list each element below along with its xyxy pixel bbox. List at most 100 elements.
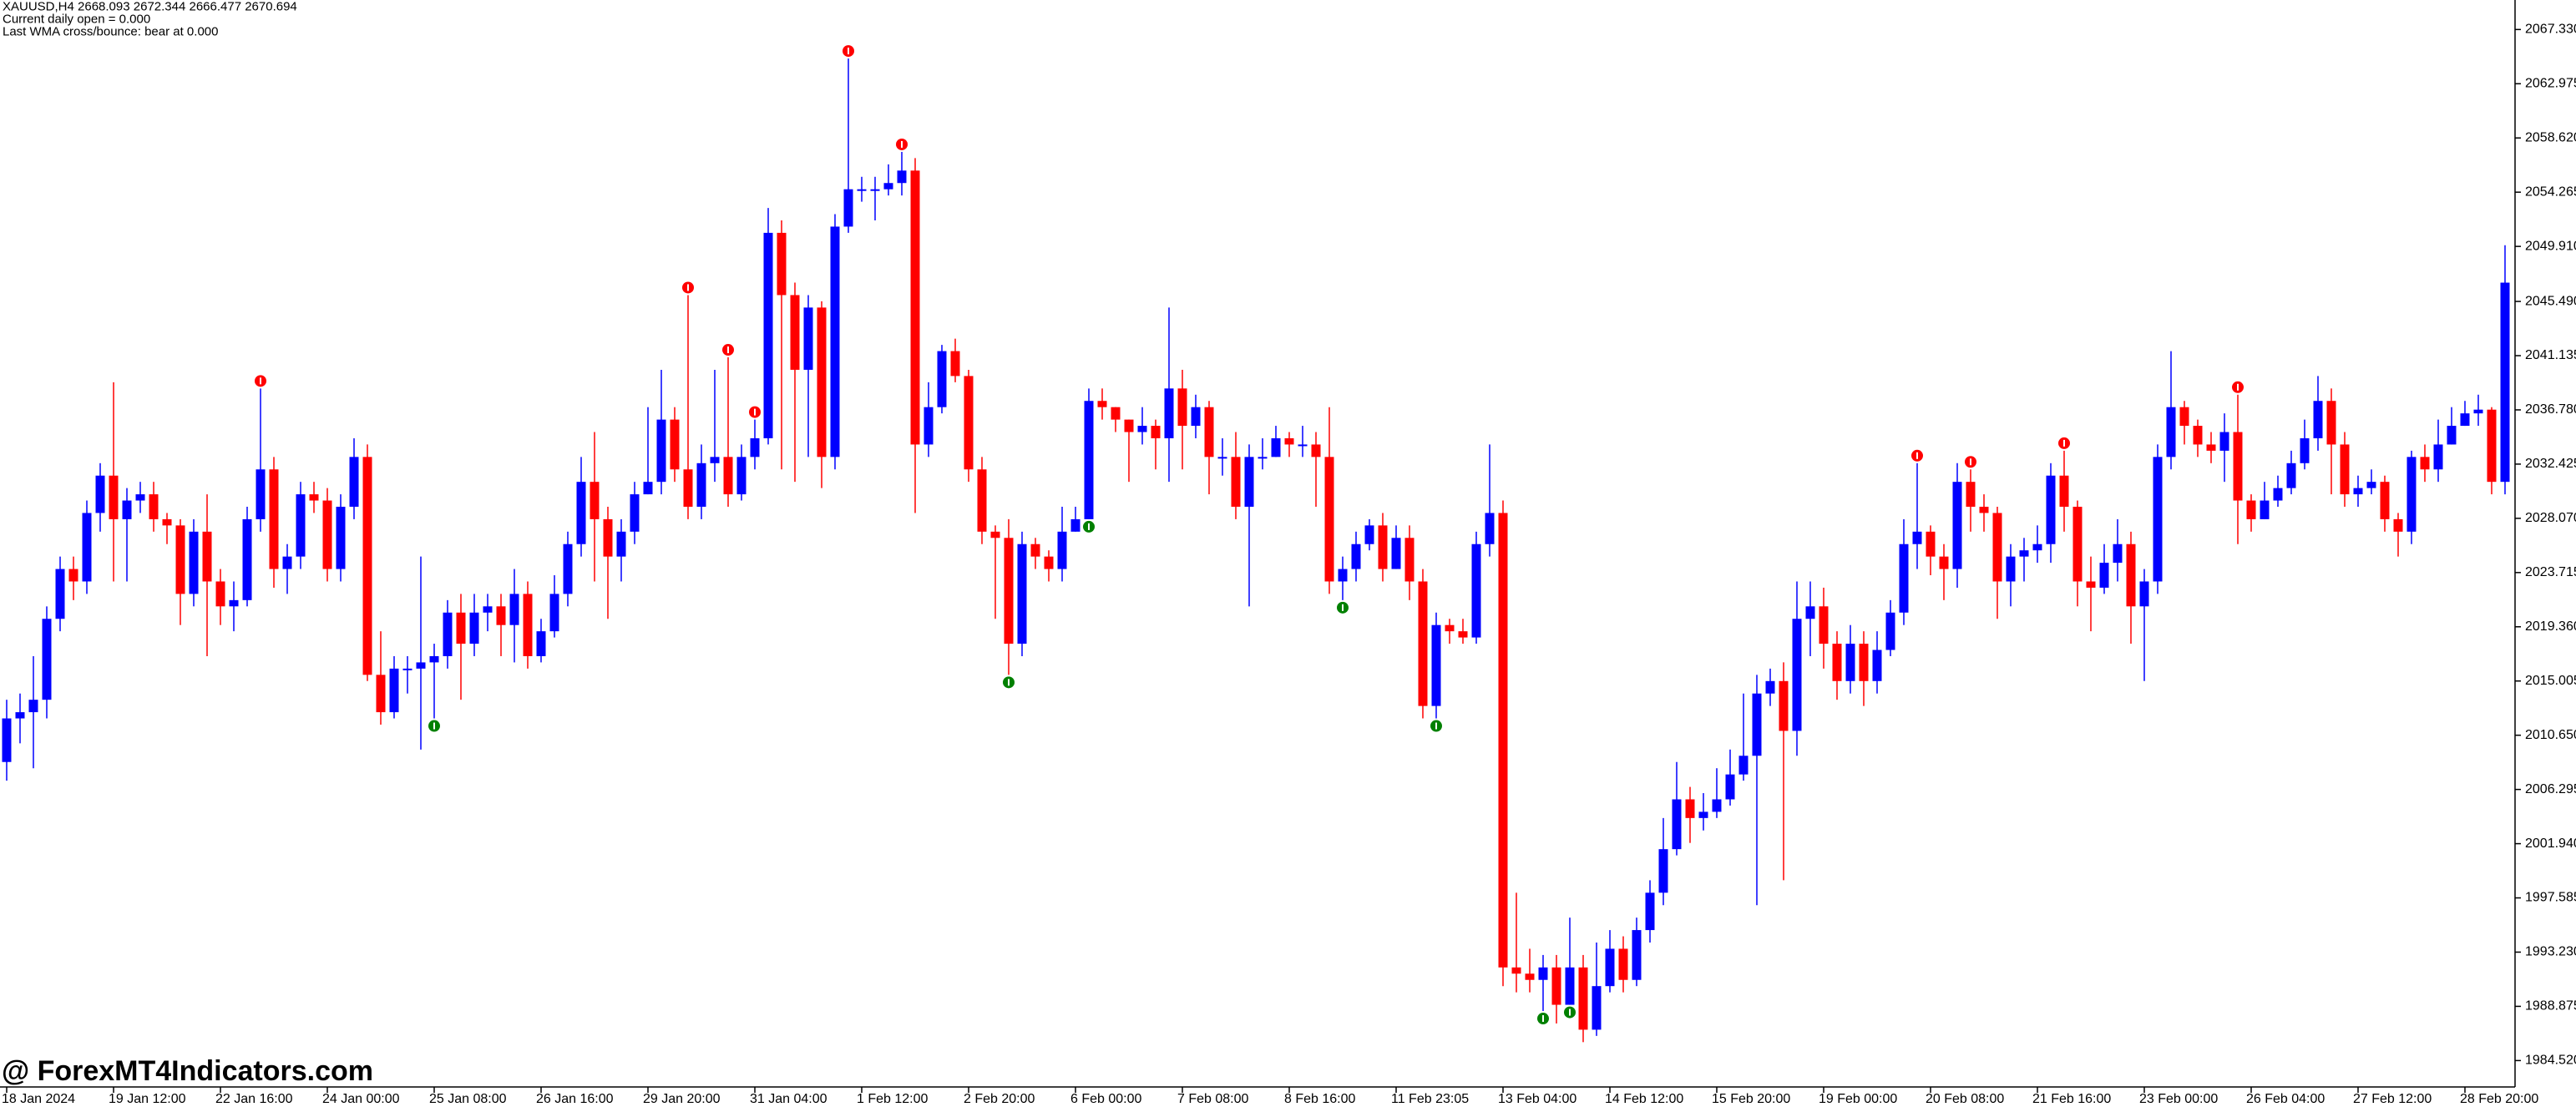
candle-body (2380, 482, 2390, 519)
x-tick-label: 19 Jan 12:00 (109, 1092, 186, 1106)
y-tick-label: 2019.360 (2525, 619, 2576, 634)
candle-body (2, 718, 12, 762)
candle-body (1231, 457, 1241, 508)
candle-body (362, 457, 372, 675)
candle-body (1992, 513, 2002, 582)
candle-body (2447, 426, 2457, 445)
candle-body (109, 475, 119, 519)
candle-body (790, 295, 800, 370)
candle-body (1939, 556, 1949, 569)
candle-body (2393, 518, 2403, 532)
candle-body (683, 469, 693, 508)
candle-body (1391, 538, 1401, 569)
candle-body (1592, 986, 1602, 1030)
candle-body (1819, 606, 1829, 644)
candle-body (1298, 444, 1308, 447)
y-tick-label: 2010.650 (2525, 728, 2576, 742)
y-tick-label: 2036.780 (2525, 402, 2576, 417)
candle-body (1645, 892, 1655, 931)
candle-body (1084, 401, 1094, 519)
candle-body (1338, 569, 1348, 582)
candle-body (189, 531, 199, 594)
candle-body (2046, 475, 2056, 544)
candle-body (402, 668, 412, 670)
candle-body (1859, 644, 1869, 681)
candle-body (296, 494, 306, 557)
candle-body (736, 457, 746, 495)
candle-body (282, 556, 292, 569)
axes: 2067.330 2062.975 2058.620 2054.265 2049.910… (2, 23, 2576, 1107)
x-tick-label: 28 Feb 20:00 (2460, 1092, 2538, 1106)
candle-body (897, 170, 907, 184)
candle-body (2260, 500, 2270, 519)
candle-body (2206, 444, 2216, 451)
candle-body (1191, 407, 1201, 427)
candle-body (2313, 401, 2323, 438)
x-tick-label: 21 Feb 16:00 (2032, 1092, 2111, 1106)
candle-body (1324, 457, 1334, 582)
y-tick-label: 1984.520 (2525, 1054, 2576, 1068)
candle-body (2286, 463, 2296, 488)
candle-body (1792, 619, 1802, 731)
candle-body (643, 482, 653, 495)
candle-body (2420, 457, 2430, 470)
candle-body (1578, 967, 1588, 1030)
y-tick-label: 2028.070 (2525, 511, 2576, 525)
candle-body (1311, 444, 1321, 457)
candle-body (870, 189, 880, 191)
candle-body (616, 531, 626, 557)
candle-body (536, 631, 546, 656)
candle-body (1872, 650, 1882, 681)
candle-body (389, 668, 399, 713)
candle-body (1017, 543, 1027, 644)
candle-body (549, 594, 559, 632)
candle-body (576, 482, 586, 544)
candle-body (1885, 612, 1895, 650)
candle-body (1124, 419, 1134, 432)
y-tick-label: 1993.230 (2525, 945, 2576, 959)
x-tick-label: 29 Jan 20:00 (643, 1092, 721, 1106)
candle-body (2006, 556, 2016, 582)
candle-body (122, 500, 132, 519)
x-tick-label: 23 Feb 00:00 (2139, 1092, 2218, 1106)
candle-body (2487, 409, 2497, 483)
candle-body (2019, 550, 2029, 557)
candle-body (2153, 457, 2163, 582)
candle-body (2406, 457, 2417, 532)
candle-body (1137, 426, 1147, 432)
candle-body (162, 518, 172, 526)
candle-body (1204, 407, 1214, 457)
x-tick-label: 20 Feb 08:00 (1926, 1092, 2004, 1106)
candle-body (429, 655, 439, 663)
candle-body (817, 307, 827, 457)
candle-body (1565, 967, 1575, 1005)
candle-body (82, 513, 92, 582)
candle-body (2246, 500, 2256, 519)
candle-body (950, 351, 960, 377)
candle-body (924, 407, 934, 445)
y-tick-label: 2062.975 (2525, 77, 2576, 91)
x-tick-label: 1 Feb 12:00 (857, 1092, 929, 1106)
y-tick-label: 1997.585 (2525, 891, 2576, 905)
candle-body (1712, 799, 1722, 812)
candle-body (777, 232, 787, 296)
candle-body (256, 469, 266, 519)
candle-body (416, 662, 426, 669)
candle-body (1685, 799, 1695, 818)
x-tick-label: 7 Feb 08:00 (1177, 1092, 1249, 1106)
candle-body (2460, 413, 2470, 427)
candle-body (2273, 488, 2283, 501)
candle-body (2032, 543, 2042, 551)
candle-body (1672, 799, 1682, 850)
candle-body (1952, 482, 1962, 569)
candle-body (2473, 409, 2483, 414)
candle-body (723, 457, 733, 495)
candle-body (843, 189, 853, 227)
candle-body (2139, 581, 2149, 607)
candle-body (1511, 967, 1521, 974)
candle-body (1471, 543, 1481, 638)
x-tick-label: 15 Feb 20:00 (1712, 1092, 1790, 1106)
candle-body (1244, 457, 1254, 508)
